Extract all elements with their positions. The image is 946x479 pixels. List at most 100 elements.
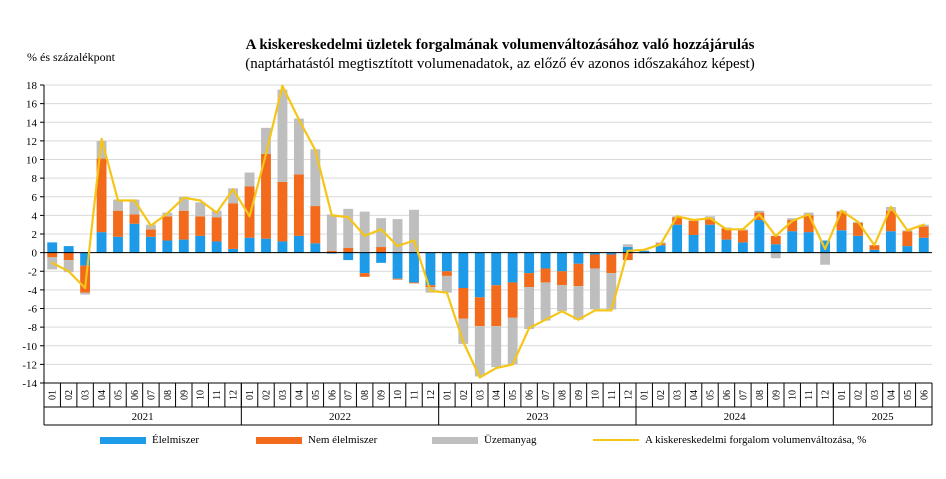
line-point: [149, 224, 153, 227]
bar-nonfood: [524, 273, 535, 288]
bar-food: [277, 241, 288, 253]
bar-food: [261, 238, 271, 253]
y-tick-label: -14: [22, 378, 37, 390]
x-tick-label: 01: [245, 390, 256, 400]
bar-food: [441, 252, 452, 272]
bar-nonfood: [803, 215, 814, 233]
line-point: [922, 223, 925, 226]
bar-nonfood: [918, 226, 929, 238]
line-point: [626, 249, 629, 252]
line-point: [873, 243, 876, 247]
legend-swatch-total: [593, 439, 639, 441]
legend-label-food: Élelmiszer: [152, 434, 200, 446]
line-point: [67, 270, 70, 273]
bar-food: [244, 237, 255, 253]
bar-nonfood: [672, 217, 683, 225]
x-tick-label: 01: [640, 390, 651, 400]
x-tick-label: 06: [130, 390, 141, 400]
bar-fuel: [326, 214, 337, 251]
x-tick-label: 11: [410, 390, 421, 400]
line-point: [363, 234, 366, 238]
y-tick-label: -2: [28, 266, 37, 278]
line-point: [593, 309, 597, 312]
bar-fuel: [770, 252, 781, 259]
x-tick-label: 04: [492, 390, 503, 400]
x-tick-label: 06: [919, 390, 930, 400]
x-tick-label: 03: [475, 390, 486, 400]
bar-food: [425, 252, 436, 286]
x-tick-label: 01: [48, 390, 59, 400]
x-tick-label: 12: [426, 390, 437, 400]
bar-fuel: [244, 172, 255, 187]
bar-fuel: [359, 211, 370, 253]
bar-nonfood: [770, 235, 781, 245]
x-tick-label: 02: [459, 390, 470, 400]
bar-nonfood: [96, 158, 107, 233]
bar-food: [721, 239, 732, 253]
line-point: [807, 213, 810, 216]
line-point: [840, 209, 843, 212]
bar-fuel: [507, 317, 518, 365]
legend-label-fuel: Üzemanyag: [484, 434, 537, 446]
x-tick-label: 01: [442, 390, 453, 400]
line-point: [51, 261, 54, 265]
bar-food: [705, 224, 715, 253]
bar-food: [902, 246, 913, 253]
bar-nonfood: [589, 254, 600, 269]
y-tick-label: -6: [28, 304, 38, 316]
year-label: 2024: [724, 411, 747, 423]
line-point: [83, 286, 87, 290]
bar-food: [655, 245, 666, 253]
line-point: [889, 205, 893, 209]
bar-nonfood: [474, 297, 485, 327]
bar-food: [803, 232, 814, 253]
bar-nonfood: [836, 211, 847, 231]
bar-fuel: [491, 326, 502, 368]
bar-food: [293, 235, 304, 253]
x-tick-label: 03: [278, 390, 289, 400]
y-tick-label: -4: [28, 285, 38, 297]
bar-nonfood: [606, 254, 617, 274]
line-point: [462, 340, 465, 344]
bar-food: [754, 220, 765, 253]
legend-item-food: Élelmiszer: [100, 434, 199, 446]
bar-food: [787, 231, 798, 253]
bar-fuel: [96, 140, 107, 159]
x-tick-label: 11: [212, 390, 223, 400]
series-line-total: [51, 84, 925, 379]
legend-item-total: A kiskereskedelmi forgalom volumenváltoz…: [593, 434, 866, 446]
x-tick-label: 07: [738, 390, 749, 400]
y-tick-label: 6: [32, 192, 38, 204]
bar-nonfood: [853, 222, 863, 236]
bar-fuel: [261, 127, 271, 154]
bar-fuel: [474, 326, 485, 377]
bar-fuel: [392, 219, 403, 253]
bar-fuel: [113, 199, 123, 211]
line-point: [577, 318, 580, 321]
year-label: 2023: [526, 411, 549, 423]
line-point: [445, 291, 449, 294]
x-tick-label: 10: [590, 390, 601, 400]
bar-fuel: [211, 210, 222, 218]
bar-food: [80, 252, 91, 266]
x-tick-label: 02: [854, 390, 865, 400]
bar-nonfood: [277, 181, 288, 242]
bar-nonfood: [721, 228, 732, 240]
bar-nonfood: [145, 229, 156, 237]
line-point: [330, 214, 333, 217]
legend-swatch-food: [100, 436, 146, 444]
x-tick-label: 06: [722, 390, 733, 400]
line-point: [708, 216, 712, 220]
bar-fuel: [441, 275, 452, 293]
y-tick-label: 12: [26, 136, 37, 148]
bar-fuel: [524, 287, 535, 329]
x-tick-label: 07: [344, 390, 355, 400]
bar-food: [770, 244, 781, 253]
bar-nonfood: [113, 210, 123, 237]
bar-food: [885, 231, 896, 253]
bar-nonfood: [491, 285, 502, 327]
x-tick-label: 05: [903, 390, 914, 400]
line-point: [379, 228, 383, 231]
bar-nonfood: [409, 282, 419, 284]
bar-food: [376, 252, 387, 263]
